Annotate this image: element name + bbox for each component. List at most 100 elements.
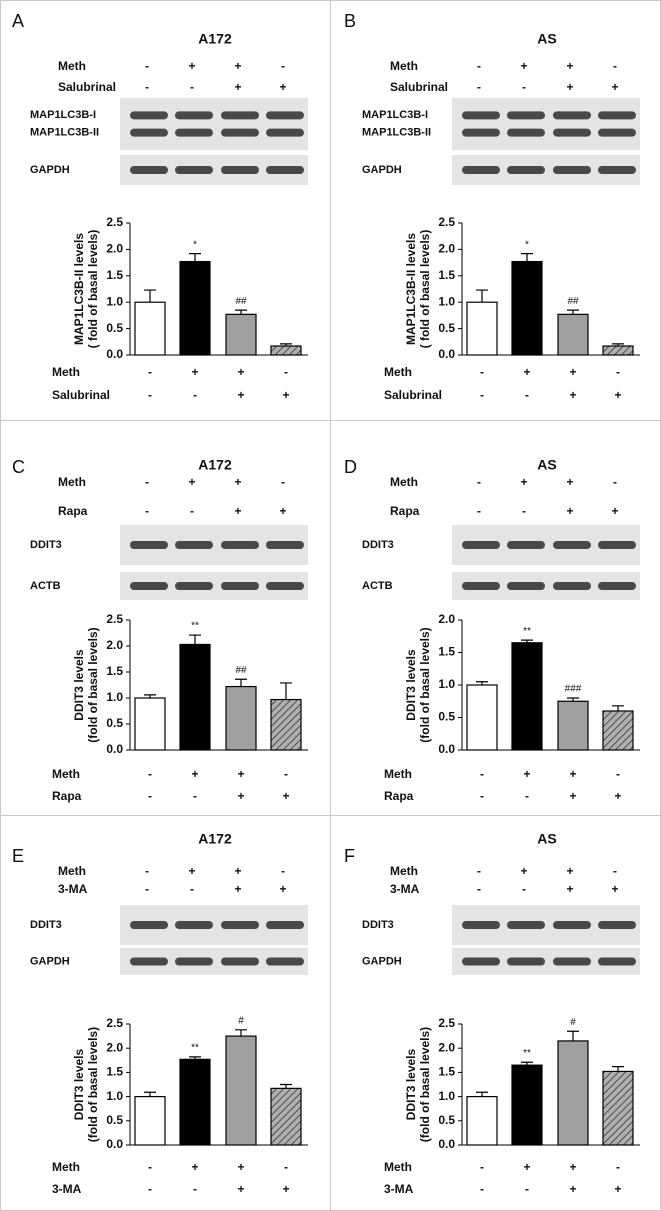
treatment-sign: + [279, 80, 286, 94]
treatment-sign: - [525, 789, 529, 803]
y-axis-label: DDIT3 levels [72, 649, 86, 721]
treatment-sign: + [191, 767, 198, 781]
treatment-sign: - [525, 388, 529, 402]
treatment-sign: - [480, 1182, 484, 1196]
bar [225, 685, 257, 751]
y-tick-label: 0.0 [106, 1137, 123, 1151]
treatment-sign: + [234, 475, 241, 489]
treatment-sign: + [237, 767, 244, 781]
y-tick-label: 2.5 [106, 1016, 123, 1030]
significance-label: # [238, 1015, 244, 1026]
bar [270, 1087, 302, 1146]
y-tick-label: 0.0 [106, 742, 123, 756]
significance-label: ## [235, 296, 247, 307]
blot-band [221, 921, 259, 929]
blot-band [130, 128, 168, 137]
blot-band [553, 582, 591, 590]
treatment-name: Meth [390, 59, 418, 73]
blot-band [462, 111, 500, 120]
treatment-sign: + [566, 80, 573, 94]
treatment-name: Meth [384, 1160, 412, 1174]
treatment-sign: - [616, 767, 620, 781]
treatment-sign: - [525, 1182, 529, 1196]
treatment-name: Meth [390, 475, 418, 489]
y-tick-label: 1.0 [106, 1089, 123, 1103]
treatment-sign: + [611, 504, 618, 518]
y-tick-label: 1.0 [438, 677, 455, 691]
error-bar [567, 1030, 579, 1041]
error-bar [189, 1056, 201, 1060]
treatment-sign: - [477, 882, 481, 896]
bar [225, 313, 257, 356]
y-tick-label: 0.0 [438, 1137, 455, 1151]
blot-band [221, 128, 259, 137]
treatment-name: Salubrinal [384, 388, 442, 402]
y-tick-label: 0.0 [438, 742, 455, 756]
treatment-sign: - [281, 59, 285, 73]
y-axis-label: ( fold of basal levels) [418, 230, 432, 349]
error-bar [521, 1061, 533, 1066]
treatment-sign: + [237, 789, 244, 803]
blot-band [507, 111, 545, 120]
y-axis-label: DDIT3 levels [404, 1048, 418, 1120]
treatment-sign: + [234, 882, 241, 896]
y-axis-label: MAP1LC3B-II levels [404, 233, 418, 345]
bar [270, 345, 302, 356]
blot-band [130, 166, 168, 174]
panel-letter: A [12, 11, 24, 31]
error-bar [280, 1083, 292, 1089]
y-tick-label: 0.0 [106, 347, 123, 361]
protein-label: MAP1LC3B-I [362, 109, 428, 121]
protein-label: GAPDH [30, 164, 70, 176]
treatment-sign: + [282, 388, 289, 402]
treatment-sign: - [477, 59, 481, 73]
y-tick-label: 0.5 [106, 321, 123, 335]
y-tick-label: 2.0 [106, 1040, 123, 1054]
blot-band [266, 582, 304, 590]
blot-band [553, 541, 591, 549]
panel-letter: C [12, 457, 25, 477]
blot-band [462, 921, 500, 929]
bar [511, 1064, 543, 1146]
error-bar [280, 343, 292, 347]
blot-band [598, 166, 636, 174]
error-bar [280, 682, 292, 700]
treatment-sign: + [566, 882, 573, 896]
y-tick-label: 0.5 [106, 716, 123, 730]
significance-label: ** [523, 626, 531, 637]
protein-label: ACTB [30, 580, 61, 592]
treatment-sign: - [480, 789, 484, 803]
treatment-sign: + [614, 388, 621, 402]
error-bar [235, 678, 247, 687]
blot-band [598, 921, 636, 929]
significance-label: * [525, 239, 529, 250]
error-bar [521, 639, 533, 643]
treatment-sign: - [480, 767, 484, 781]
protein-label: GAPDH [362, 955, 402, 967]
treatment-sign: + [237, 1160, 244, 1174]
blot-band [507, 957, 545, 966]
treatment-sign: + [282, 789, 289, 803]
treatment-sign: - [616, 1160, 620, 1174]
blot-band [598, 957, 636, 966]
panel-title: A172 [198, 831, 232, 847]
error-bar [612, 343, 624, 347]
bar [179, 260, 211, 356]
y-axis-label: (fold of basal levels) [418, 627, 432, 742]
protein-label: DDIT3 [30, 539, 62, 551]
error-bar [144, 289, 156, 303]
blot-band [221, 541, 259, 549]
treatment-sign: + [569, 388, 576, 402]
treatment-sign: + [279, 882, 286, 896]
y-axis-label: (fold of basal levels) [418, 1027, 432, 1142]
blot-band [221, 582, 259, 590]
significance-label: # [570, 1017, 576, 1028]
treatment-sign: + [614, 789, 621, 803]
treatment-sign: - [477, 80, 481, 94]
panel-title: A172 [198, 457, 232, 473]
treatment-sign: - [193, 1182, 197, 1196]
treatment-name: Meth [52, 365, 80, 379]
y-tick-label: 0.5 [438, 710, 455, 724]
y-axis-label: (fold of basal levels) [86, 627, 100, 742]
